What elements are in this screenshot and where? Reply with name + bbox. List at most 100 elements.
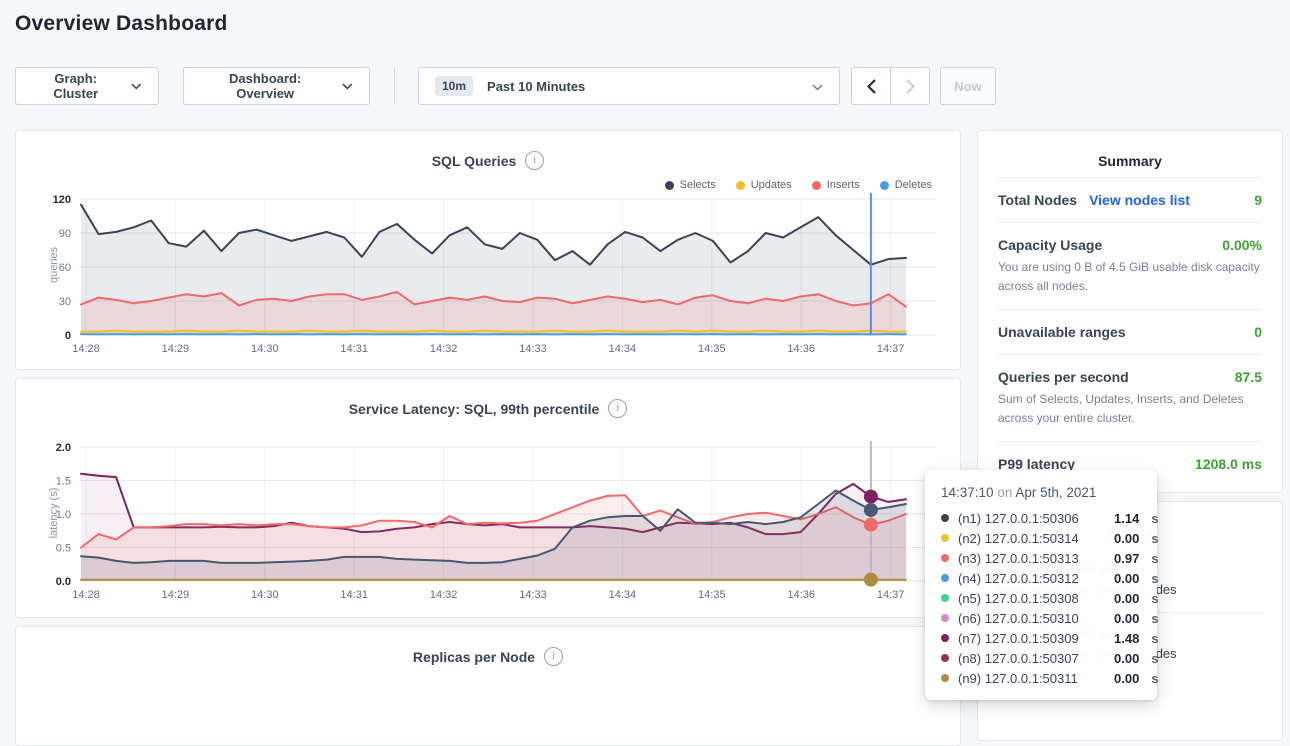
svg-text:14:29: 14:29 xyxy=(162,589,190,601)
chart-hover-tooltip: 14:37:10 on Apr 5th, 2021 (n1) 127.0.0.1… xyxy=(925,470,1157,700)
summary-title: Summary xyxy=(978,131,1282,177)
summary-panel: Summary Total Nodes View nodes list 9 Ca… xyxy=(977,130,1283,493)
unavailable-ranges-label: Unavailable ranges xyxy=(998,324,1126,340)
time-range-dropdown[interactable]: 10m Past 10 Minutes xyxy=(418,67,840,105)
unavailable-ranges-value: 0 xyxy=(1254,324,1262,340)
capacity-label: Capacity Usage xyxy=(998,237,1102,253)
latency-unit: s xyxy=(1151,671,1158,686)
node-latency-value: 0.00 xyxy=(1114,591,1139,606)
graph-dropdown[interactable]: Graph: Cluster xyxy=(15,67,159,105)
chevron-down-icon xyxy=(342,83,353,90)
chevron-right-icon xyxy=(906,79,915,94)
node-latency-value: 0.00 xyxy=(1114,611,1139,626)
node-address: (n8) 127.0.0.1:50307 xyxy=(958,651,1105,666)
latency-unit: s xyxy=(1151,571,1158,586)
qps-description: Sum of Selects, Updates, Inserts, and De… xyxy=(998,390,1262,427)
toolbar-divider xyxy=(394,67,395,105)
time-nav-buttons xyxy=(851,67,930,105)
tooltip-on-word: on xyxy=(997,485,1012,500)
svg-text:14:36: 14:36 xyxy=(787,589,815,601)
node-address: (n4) 127.0.0.1:50312 xyxy=(958,571,1105,586)
svg-text:60: 60 xyxy=(59,262,71,274)
summary-row-qps: Queries per second 87.5 Sum of Selects, … xyxy=(998,354,1262,441)
node-address: (n3) 127.0.0.1:50313 xyxy=(958,551,1105,566)
latency-unit: s xyxy=(1151,631,1158,646)
tooltip-row: (n4) 127.0.0.1:50312 0.00 s xyxy=(925,568,1157,588)
dashboard-dropdown[interactable]: Dashboard: Overview xyxy=(183,67,370,105)
summary-row-capacity: Capacity Usage 0.00% You are using 0 B o… xyxy=(998,222,1262,309)
node-latency-value: 1.48 xyxy=(1114,631,1139,646)
svg-text:14:34: 14:34 xyxy=(609,589,637,601)
node-address: (n1) 127.0.0.1:50306 xyxy=(958,511,1105,526)
total-nodes-label: Total Nodes xyxy=(998,192,1077,208)
node-address: (n2) 127.0.0.1:50314 xyxy=(958,531,1105,546)
info-icon[interactable]: i xyxy=(544,647,563,666)
tooltip-date: Apr 5th, 2021 xyxy=(1015,485,1096,500)
time-prev-button[interactable] xyxy=(851,67,891,105)
node-address: (n9) 127.0.0.1:50311 xyxy=(958,671,1105,686)
tooltip-row: (n2) 127.0.0.1:50314 0.00 s xyxy=(925,528,1157,548)
node-latency-value: 0.97 xyxy=(1114,551,1139,566)
svg-text:14:37: 14:37 xyxy=(877,589,905,601)
qps-value: 87.5 xyxy=(1235,369,1262,385)
now-button[interactable]: Now xyxy=(940,67,996,105)
time-next-button[interactable] xyxy=(890,67,930,105)
chevron-down-icon xyxy=(131,83,142,90)
node-latency-value: 0.00 xyxy=(1114,571,1139,586)
view-nodes-list-link[interactable]: View nodes list xyxy=(1089,192,1190,208)
node-color-dot xyxy=(941,554,949,562)
capacity-description: You are using 0 B of 4.5 GiB usable disk… xyxy=(998,258,1262,295)
sql-queries-panel: SQL Queries i SelectsUpdatesInsertsDelet… xyxy=(15,130,961,370)
chevron-left-icon xyxy=(867,79,876,94)
svg-text:1.0: 1.0 xyxy=(56,509,71,521)
tooltip-row: (n9) 127.0.0.1:503110.00s xyxy=(925,668,1157,688)
time-range-label: Past 10 Minutes xyxy=(487,79,585,94)
svg-text:1.5: 1.5 xyxy=(56,476,71,488)
node-address: (n5) 127.0.0.1:50308 xyxy=(958,591,1105,606)
tooltip-row: (n1) 127.0.0.1:50306 1.14 s xyxy=(925,508,1157,528)
capacity-value: 0.00% xyxy=(1222,237,1262,253)
svg-text:2.0: 2.0 xyxy=(56,442,71,454)
node-address: (n6) 127.0.0.1:50310 xyxy=(958,611,1105,626)
tooltip-timestamp: 14:37:10 on Apr 5th, 2021 xyxy=(925,485,1157,508)
node-color-dot xyxy=(941,674,949,682)
node-latency-value: 1.14 xyxy=(1114,511,1139,526)
node-color-dot xyxy=(941,654,949,662)
tooltip-row: (n3) 127.0.0.1:50313 0.97 s xyxy=(925,548,1157,568)
svg-text:30: 30 xyxy=(59,296,71,308)
node-latency-value: 0.00 xyxy=(1114,531,1139,546)
latency-unit: s xyxy=(1151,551,1158,566)
svg-text:0: 0 xyxy=(65,330,71,342)
total-nodes-value: 9 xyxy=(1254,192,1262,208)
node-color-dot xyxy=(941,574,949,582)
svg-text:90: 90 xyxy=(59,228,71,240)
node-latency-value: 0.00 xyxy=(1114,651,1139,666)
svg-text:0.5: 0.5 xyxy=(56,543,71,555)
svg-text:14:30: 14:30 xyxy=(251,343,279,355)
node-color-dot xyxy=(941,594,949,602)
toolbar: Graph: Cluster Dashboard: Overview 10m P… xyxy=(15,67,996,105)
tooltip-row: (n6) 127.0.0.1:50310 0.00 s xyxy=(925,608,1157,628)
svg-text:14:31: 14:31 xyxy=(340,589,368,601)
qps-label: Queries per second xyxy=(998,369,1129,385)
tooltip-rows: (n1) 127.0.0.1:503061.14s(n2) 127.0.0.1:… xyxy=(925,508,1157,688)
svg-text:14:31: 14:31 xyxy=(340,343,368,355)
replicas-chart-title-row: Replicas per Node i xyxy=(16,627,960,666)
tooltip-row: (n5) 127.0.0.1:503080.00s xyxy=(925,588,1157,608)
chevron-down-icon xyxy=(812,84,823,91)
latency-unit: s xyxy=(1151,611,1158,626)
svg-text:14:29: 14:29 xyxy=(162,343,190,355)
summary-row-unavailable-ranges: Unavailable ranges 0 xyxy=(998,309,1262,354)
latency-unit: s xyxy=(1151,651,1158,666)
svg-text:14:28: 14:28 xyxy=(72,343,100,355)
svg-text:14:32: 14:32 xyxy=(430,589,458,601)
sql-queries-chart[interactable]: 14:2814:2914:3014:3114:3214:3314:3414:35… xyxy=(16,131,960,369)
tooltip-row: (n8) 127.0.0.1:50307 0.00 s xyxy=(925,648,1157,668)
svg-text:120: 120 xyxy=(53,194,71,206)
latency-unit: s xyxy=(1151,531,1158,546)
service-latency-chart[interactable]: 14:2814:2914:3014:3114:3214:3314:3414:35… xyxy=(16,379,960,617)
latency-unit: s xyxy=(1151,511,1158,526)
node-address: (n7) 127.0.0.1:50309 xyxy=(958,631,1105,646)
node-color-dot xyxy=(941,614,949,622)
page-title: Overview Dashboard xyxy=(15,12,228,36)
